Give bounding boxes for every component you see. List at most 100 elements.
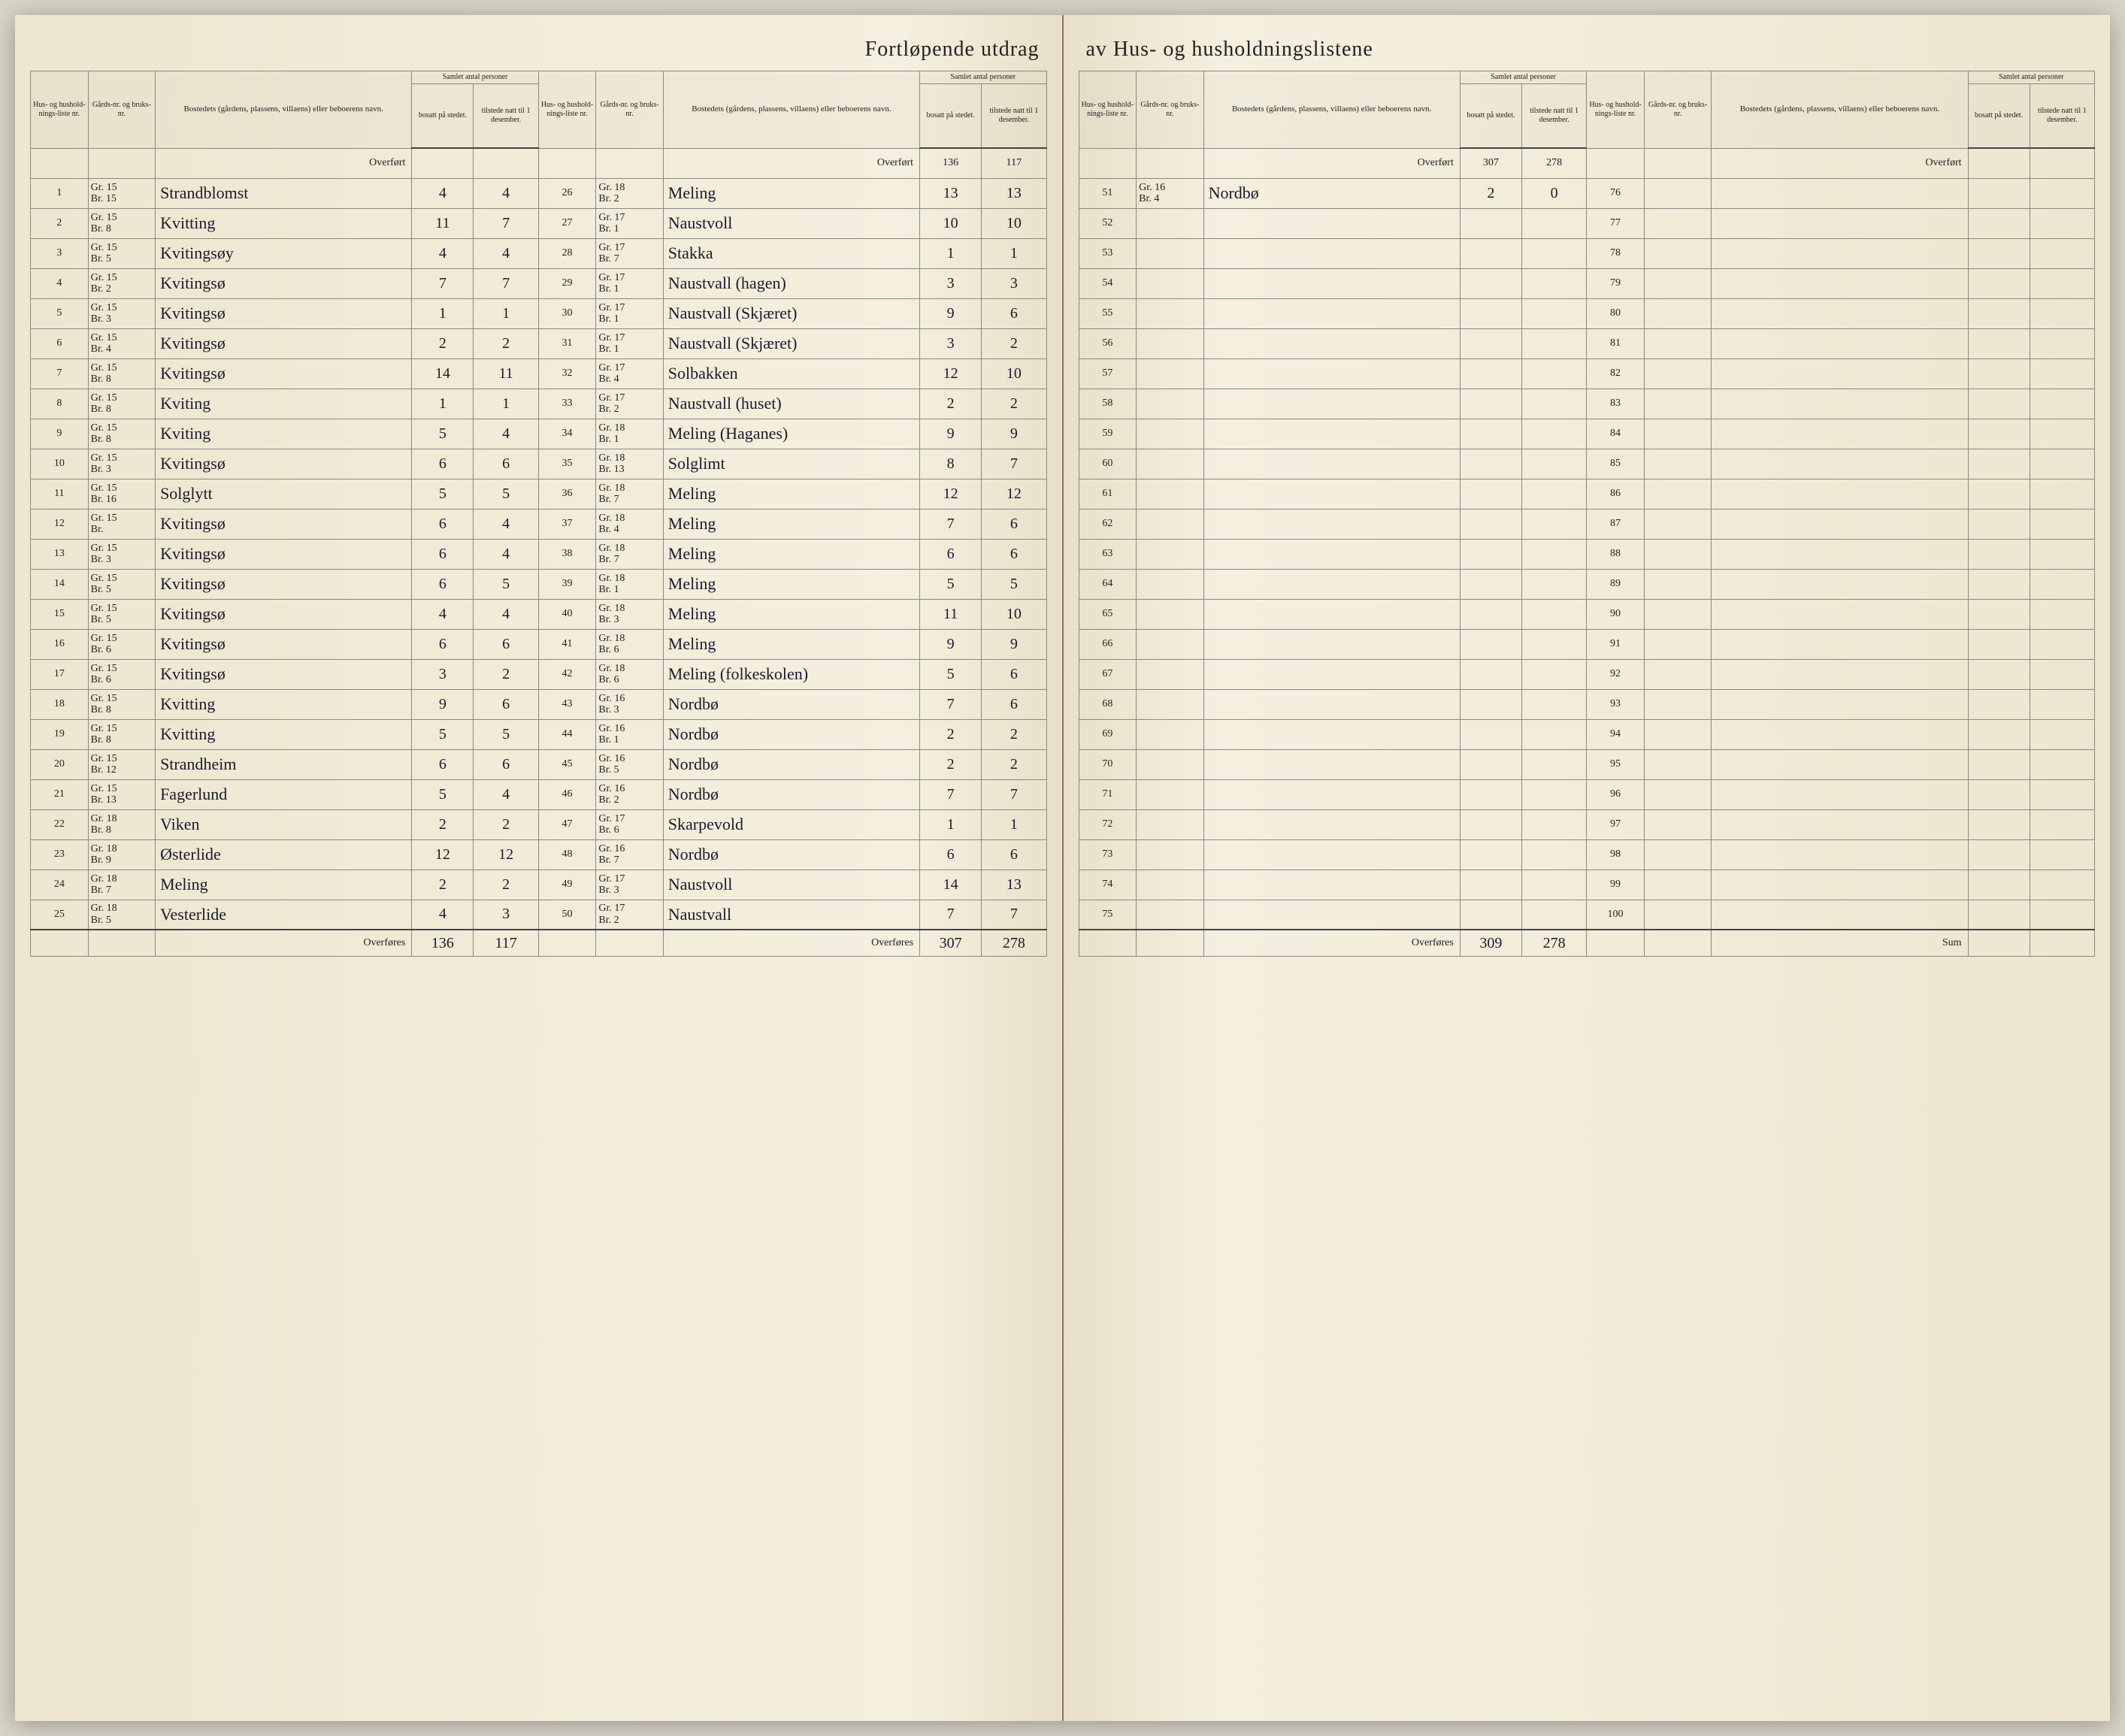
tilstede-value [2030,268,2094,298]
col-bosatt-4: bosatt på stedet. [1968,84,2030,149]
bosted-name: Meling [663,569,919,599]
bosted-name [1203,389,1460,419]
row-number: 42 [538,659,596,689]
tilstede-value [1521,870,1586,900]
row-number: 89 [1587,569,1645,599]
bosatt-value [1968,569,2030,599]
gards-bruks [1644,389,1711,419]
bosatt-value: 14 [920,870,982,900]
col-tilstede-4: tilstede natt til 1 desember. [2030,84,2094,149]
gards-bruks: Gr. 17Br. 7 [596,238,663,268]
gards-bruks: Gr. 15Br. [88,509,155,539]
bosatt-value: 12 [920,358,982,389]
row-number: 32 [538,358,596,389]
gards-bruks [1137,208,1203,238]
bosted-name: Naustvall (Skjæret) [663,298,919,328]
bosatt-value [1460,298,1521,328]
row-number: 29 [538,268,596,298]
bosatt-value [1968,749,2030,779]
left-page: Fortløpende utdrag Hus- og hushold-nings… [15,15,1064,1721]
gards-bruks: Gr. 18Br. 13 [596,449,663,479]
bosatt-value: 6 [412,449,474,479]
tilstede-value: 1 [982,238,1046,268]
bosted-name [1203,358,1460,389]
bosted-name [1712,900,1968,930]
bosatt-value [1968,900,2030,930]
row-number: 96 [1587,779,1645,809]
table-row: 6994 [1079,719,2095,749]
tilstede-value: 2 [474,809,538,839]
tilstede-value [2030,659,2094,689]
gards-bruks: Gr. 18Br. 2 [596,178,663,208]
bosatt-value: 10 [920,208,982,238]
gards-bruks: Gr. 17Br. 3 [596,870,663,900]
gards-bruks: Gr. 15Br. 12 [88,749,155,779]
gards-bruks: Gr. 15Br. 15 [88,178,155,208]
bosted-name [1203,870,1460,900]
bosted-name [1712,479,1968,509]
tilstede-value [1521,328,1586,358]
bosatt-value: 6 [412,569,474,599]
bosatt-value: 1 [920,809,982,839]
table-row: 25Gr. 18Br. 5Vesterlide4350Gr. 17Br. 2Na… [31,900,1047,930]
bosted-name: Kvitingsø [156,449,412,479]
bosatt-value [1460,870,1521,900]
tilstede-value [2030,328,2094,358]
col-bosatt: bosatt på stedet. [412,84,474,149]
tilstede-value [1521,238,1586,268]
gards-bruks: Gr. 18Br. 1 [596,419,663,449]
table-row: 5277 [1079,208,2095,238]
bosted-name: Kvitting [156,719,412,749]
gards-bruks [1137,719,1203,749]
bosatt-value: 5 [412,779,474,809]
bosted-name [1712,268,1968,298]
bosted-name: Strandblomst [156,178,412,208]
table-row: 6792 [1079,659,2095,689]
row-number: 16 [31,629,89,659]
row-number: 81 [1587,328,1645,358]
bosted-name [1203,749,1460,779]
row-number: 57 [1079,358,1137,389]
bosted-name: Meling [663,479,919,509]
table-row: 5479 [1079,268,2095,298]
overfort-bosatt [412,148,474,178]
bosted-name [1712,569,1968,599]
bosatt-value [1968,268,2030,298]
gards-bruks: Gr. 16Br. 2 [596,779,663,809]
bosted-name: Kvitingsø [156,298,412,328]
bosatt-value [1460,328,1521,358]
tilstede-value [1521,689,1586,719]
bosatt-value: 12 [920,479,982,509]
tilstede-value [1521,779,1586,809]
gards-bruks: Gr. 15Br. 3 [88,298,155,328]
row-number: 25 [31,900,89,930]
col-bosatt-3: bosatt på stedet. [1460,84,1521,149]
bosted-name: Kvitingsø [156,328,412,358]
tilstede-value [2030,839,2094,870]
tilstede-value [2030,178,2094,208]
bosatt-value: 6 [920,839,982,870]
gards-bruks: Gr. 16Br. 5 [596,749,663,779]
row-number: 71 [1079,779,1137,809]
bosted-name: Meling (Haganes) [663,419,919,449]
table-row: 6893 [1079,689,2095,719]
tilstede-value: 2 [982,749,1046,779]
table-row: 5984 [1079,419,2095,449]
table-row: 5580 [1079,298,2095,328]
bosted-name [1712,208,1968,238]
bosted-name: Nordbø [663,689,919,719]
gards-bruks [1644,900,1711,930]
overfort-row-right: Overført 307 278 Overført [1079,148,2095,178]
bosatt-value: 3 [920,268,982,298]
tilstede-value [1521,900,1586,930]
bosatt-value [1968,298,2030,328]
gards-bruks [1137,539,1203,569]
row-number: 19 [31,719,89,749]
table-row: 16Gr. 15Br. 6Kvitingsø6641Gr. 18Br. 6Mel… [31,629,1047,659]
gards-bruks: Gr. 18Br. 5 [88,900,155,930]
gards-bruks [1644,569,1711,599]
footer-tilstede: 117 [474,930,538,957]
gards-bruks: Gr. 18Br. 1 [596,569,663,599]
gards-bruks [1137,900,1203,930]
bosatt-value: 9 [920,298,982,328]
